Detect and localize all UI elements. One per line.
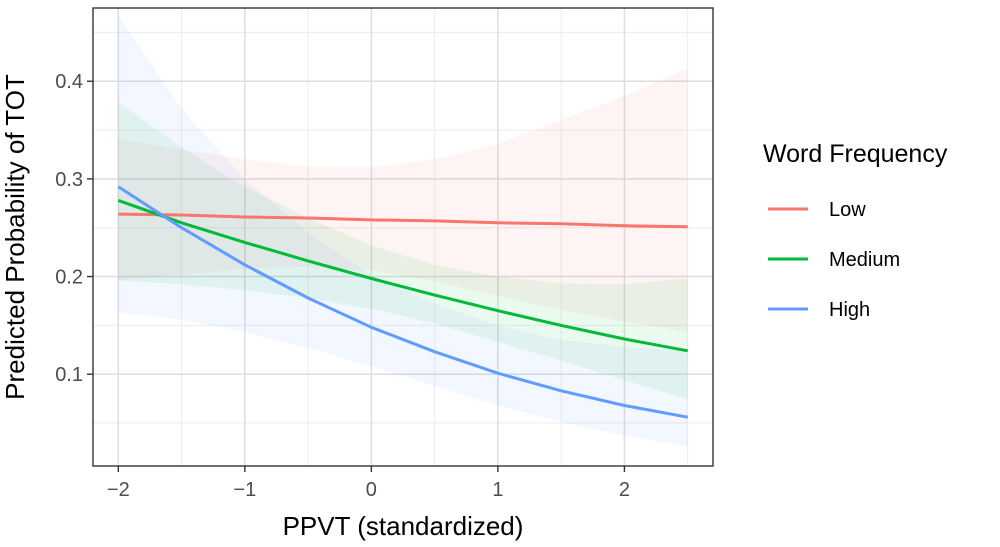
y-tick-label: 0.2 (55, 267, 83, 289)
y-tick-label: 0.4 (55, 71, 83, 93)
x-tick-label: 0 (366, 479, 377, 501)
x-tick-label: −2 (107, 479, 130, 501)
panel-border (92, 7, 714, 467)
legend-label-medium: Medium (829, 249, 900, 271)
x-axis-ticks: −2 −1 0 1 2 (107, 466, 630, 501)
y-axis-ticks: 0.1 0.2 0.3 0.4 (55, 71, 93, 386)
x-tick-label: 1 (492, 479, 503, 501)
y-tick-label: 0.1 (55, 364, 83, 386)
line-low (118, 212, 688, 229)
legend: Word Frequency Low Medium High (763, 140, 948, 321)
x-axis-title: PPVT (standardized) (283, 511, 524, 541)
line-medium (117, 198, 688, 353)
legend-label-high: High (829, 299, 870, 321)
y-tick-label: 0.3 (55, 169, 83, 191)
legend-title: Word Frequency (763, 140, 948, 168)
ribbon-high (118, 14, 688, 447)
line-high (117, 185, 688, 419)
x-tick-label: −1 (233, 479, 256, 501)
legend-label-low: Low (829, 199, 866, 221)
x-tick-label: 2 (619, 479, 630, 501)
series-lines (117, 185, 688, 419)
ribbon-low (118, 68, 688, 333)
confidence-ribbons (118, 14, 688, 447)
ribbon-medium (118, 101, 688, 400)
y-axis-title: Predicted Probability of TOT (0, 74, 30, 400)
